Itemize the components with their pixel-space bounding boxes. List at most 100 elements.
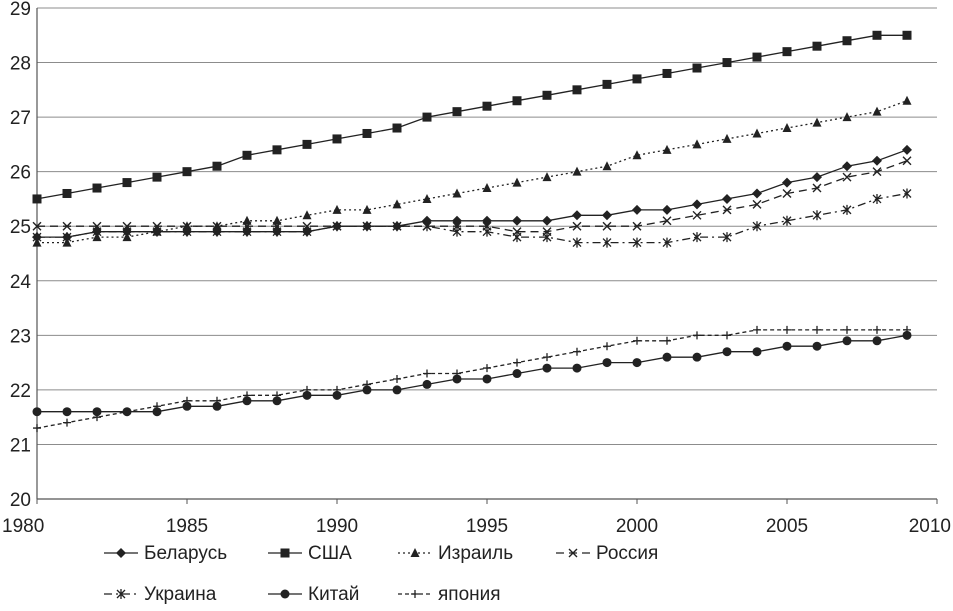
- series-4-point: [92, 226, 102, 237]
- series-4-point: [512, 232, 522, 243]
- legend-marker: [280, 589, 290, 599]
- series-1: [32, 30, 912, 204]
- series-6-point: [693, 331, 701, 340]
- series-2-point: [512, 177, 522, 187]
- legend-marker: [116, 548, 126, 558]
- series-2-point: [752, 128, 762, 138]
- series-4-point: [872, 193, 882, 204]
- series-6-point: [603, 342, 611, 351]
- series-5-point: [602, 358, 612, 368]
- series-4-point: [482, 226, 492, 237]
- series-4-point: [212, 226, 222, 237]
- series-5-point: [572, 363, 582, 373]
- series-2-point: [782, 123, 792, 133]
- legend-marker: [410, 548, 420, 557]
- x-tick-label: 1985: [166, 516, 208, 537]
- y-tick-label: 29: [10, 0, 31, 20]
- series-6-point: [513, 358, 521, 367]
- series-3-point: [842, 172, 852, 182]
- legend-label: Украина: [144, 584, 217, 605]
- series-5-point: [662, 352, 672, 362]
- x-tick-label: 2010: [909, 516, 951, 537]
- series-1-line: [36, 34, 907, 200]
- series-6-point: [93, 413, 101, 422]
- series-6-point: [393, 374, 401, 383]
- series-6-point: [183, 396, 191, 405]
- series-4: [32, 188, 912, 248]
- series-5-point: [452, 374, 462, 384]
- series-5-point: [92, 407, 102, 417]
- legend-label: США: [308, 543, 352, 564]
- series-5-point: [482, 374, 492, 384]
- series-6: [33, 325, 911, 433]
- series-6-point: [753, 325, 761, 334]
- y-tick-label: 25: [10, 217, 31, 238]
- legend-label: Россия: [596, 543, 658, 564]
- series-4-point: [752, 221, 762, 232]
- series-2: [32, 95, 912, 247]
- series-6-point: [303, 385, 311, 394]
- series-5-point: [782, 341, 792, 351]
- series-6-point: [453, 369, 461, 378]
- series-6-point: [543, 353, 551, 362]
- series-1-point: [422, 112, 432, 122]
- legend-item: Беларусь: [104, 543, 227, 564]
- series-5-point: [842, 336, 852, 346]
- series-4-point: [182, 226, 192, 237]
- series-1-point: [782, 47, 792, 57]
- series-6-point: [363, 380, 371, 389]
- series-1-point: [62, 188, 72, 198]
- series-1-point: [812, 41, 822, 51]
- series-0-point: [752, 188, 762, 199]
- series-0-point: [572, 210, 582, 221]
- x-tick-label: 1990: [316, 516, 358, 537]
- series-3-point: [662, 216, 672, 226]
- series-3-point: [812, 183, 822, 193]
- series-3-line: [37, 160, 908, 233]
- legend: Беларусь США Израиль Россия Украина Китай япон…: [104, 543, 658, 605]
- series-0: [32, 144, 912, 243]
- series-1-point: [242, 150, 252, 160]
- series-2-point: [332, 204, 342, 214]
- series-5-point: [272, 396, 282, 406]
- series-1-point: [392, 123, 402, 133]
- series-3-point: [632, 221, 642, 231]
- series-1-point: [452, 107, 462, 117]
- series-2-point: [272, 215, 282, 225]
- x-tick-label: 1980: [2, 516, 44, 537]
- legend-item: Россия: [556, 543, 658, 564]
- series-6-point: [213, 396, 221, 405]
- series-4-point: [32, 232, 42, 243]
- grid: [37, 7, 937, 500]
- series-3-point: [722, 205, 732, 215]
- series-3-point: [572, 221, 582, 231]
- legend-label: япония: [438, 584, 501, 605]
- series-2-point: [392, 199, 402, 209]
- series-6-point: [873, 325, 881, 334]
- series-4-point: [602, 237, 612, 248]
- x-tick-label: 1995: [466, 516, 508, 537]
- series-2-point: [722, 133, 732, 143]
- series-0-point: [482, 215, 492, 226]
- series-1-point: [602, 79, 612, 89]
- y-tick-label: 24: [10, 272, 32, 293]
- legend-label: Израиль: [438, 543, 513, 564]
- series-1-point: [122, 178, 132, 188]
- y-tick-label: 28: [10, 54, 31, 75]
- series-0-point: [782, 177, 792, 188]
- series-6-point: [843, 325, 851, 334]
- legend-item: Китай: [268, 584, 359, 605]
- y-tick-label: 26: [10, 163, 31, 184]
- axes: [36, 8, 937, 500]
- legend-marker: [280, 548, 290, 558]
- series-1-point: [512, 96, 522, 106]
- series-5-point: [752, 347, 762, 357]
- series-1-point: [752, 52, 762, 62]
- series-3-point: [902, 156, 912, 166]
- series-4-point: [422, 221, 432, 232]
- legend-marker: [568, 548, 578, 558]
- y-axis-ticks: 20 21 22 23 24 25 26 27 28 29: [10, 0, 32, 511]
- series-5-point: [632, 358, 642, 368]
- series-2-point: [602, 161, 612, 171]
